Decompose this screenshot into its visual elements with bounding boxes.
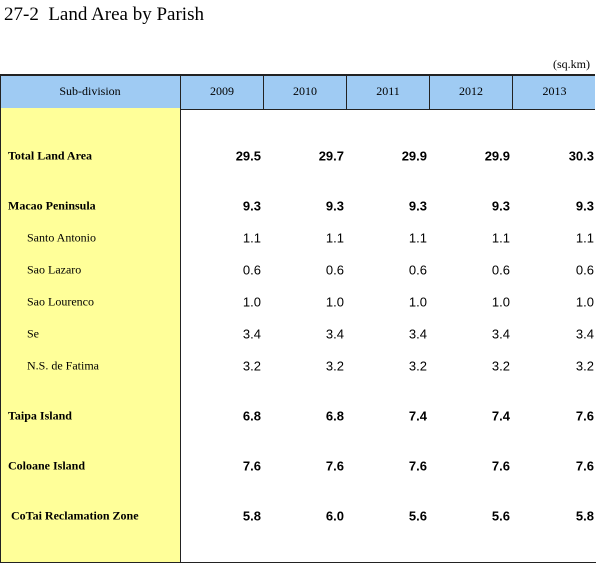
cell-value: 7.6: [575, 458, 594, 474]
cell-value: 7.4: [491, 408, 510, 424]
cell-value: 1.0: [325, 294, 344, 310]
header-row: [0, 74, 595, 110]
title: 27-2 Land Area by Parish: [4, 4, 204, 25]
cell-value: 0.6: [575, 262, 594, 278]
item-label: Sao Lourenco: [27, 294, 94, 309]
cell-value: 9.3: [491, 198, 510, 214]
cell-value: 5.6: [491, 508, 510, 524]
cell-value: 29.9: [401, 148, 427, 164]
item-label: Se: [27, 326, 39, 341]
unit-label: (sq.km): [553, 57, 590, 71]
group-label: Coloane Island: [8, 458, 86, 473]
cell-value: 3.2: [575, 358, 594, 374]
cell-value: 0.6: [242, 262, 261, 278]
column-header: Sub-division: [59, 84, 121, 98]
cell-value: 3.4: [575, 326, 594, 342]
column-header: 2009: [180, 74, 263, 109]
cell-value: 7.6: [242, 458, 261, 474]
cell-value: 3.4: [242, 326, 261, 342]
cell-value: 0.6: [408, 262, 427, 278]
cell-value: 1.1: [408, 230, 427, 246]
border: [0, 562, 596, 563]
cell-value: 1.1: [491, 230, 510, 246]
cell-value: 1.0: [408, 294, 427, 310]
cell-value: 5.6: [408, 508, 427, 524]
cell-value: 29.9: [484, 148, 510, 164]
column-header: 2010: [263, 74, 346, 109]
cell-value: 6.8: [242, 408, 261, 424]
cell-value: 7.6: [491, 458, 510, 474]
cell-value: 3.2: [242, 358, 261, 374]
item-label: N.S. de Fatima: [27, 358, 99, 373]
cell-value: 3.2: [491, 358, 510, 374]
item-label: Sao Lazaro: [27, 262, 82, 277]
label-column: [0, 108, 181, 562]
cell-value: 5.8: [575, 508, 594, 524]
group-label: CoTai Reclamation Zone: [8, 508, 139, 523]
cell-value: 1.1: [575, 230, 594, 246]
border: [0, 74, 1, 563]
cell-value: 1.0: [575, 294, 594, 310]
cell-value: 0.6: [325, 262, 344, 278]
cell-value: 1.1: [242, 230, 261, 246]
item-label: Santo Antonio: [27, 230, 97, 245]
cell-value: 3.2: [408, 358, 427, 374]
column-header: 2011: [346, 74, 429, 109]
column-header: 2013: [512, 74, 596, 109]
cell-value: 9.3: [575, 198, 594, 214]
cell-value: 1.0: [491, 294, 510, 310]
cell-value: 7.6: [325, 458, 344, 474]
cell-value: 9.3: [242, 198, 261, 214]
cell-value: 3.4: [325, 326, 344, 342]
cell-value: 1.0: [242, 294, 261, 310]
cell-value: 7.4: [408, 408, 427, 424]
cell-value: 29.7: [318, 148, 344, 164]
cell-value: 7.6: [575, 408, 594, 424]
cell-value: 3.2: [325, 358, 344, 374]
cell-value: 3.4: [408, 326, 427, 342]
cell-value: 3.4: [491, 326, 510, 342]
cell-value: 9.3: [325, 198, 344, 214]
cell-value: 5.8: [242, 508, 261, 524]
cell-value: 9.3: [408, 198, 427, 214]
group-label: Taipa Island: [8, 408, 72, 423]
cell-value: 6.0: [325, 508, 344, 524]
cell-value: 1.1: [325, 230, 344, 246]
group-label: Total Land Area: [8, 148, 93, 163]
cell-value: 0.6: [491, 262, 510, 278]
column-header: 2012: [429, 74, 512, 109]
cell-value: 6.8: [325, 408, 344, 424]
cell-value: 29.5: [235, 148, 261, 164]
group-label: Macao Peninsula: [8, 198, 96, 213]
cell-value: 30.3: [568, 148, 594, 164]
cell-value: 7.6: [408, 458, 427, 474]
